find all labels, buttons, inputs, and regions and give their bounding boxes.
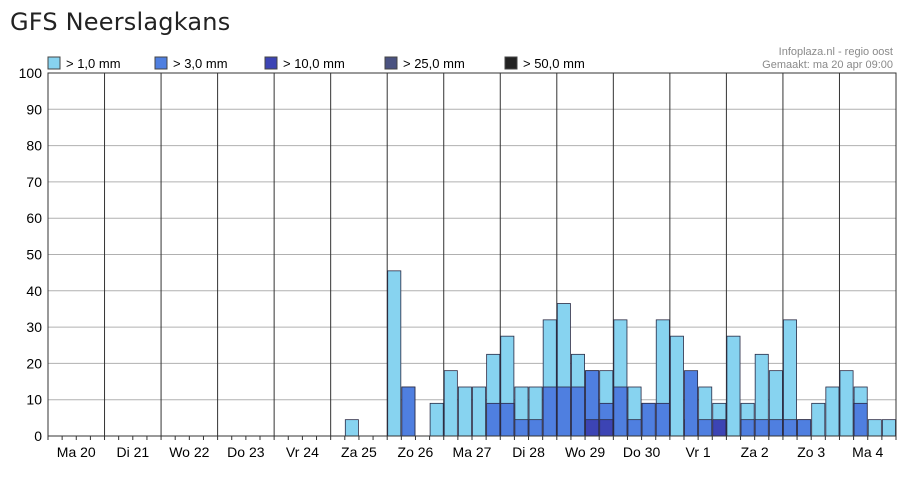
y-tick-label: 100 — [19, 65, 43, 81]
legend-swatch-25mm — [384, 56, 398, 70]
bar-1mm — [783, 319, 797, 437]
legend-swatch-1mm — [47, 56, 61, 70]
x-tick-label: Ma 4 — [852, 444, 883, 460]
created-timestamp: Gemaakt: ma 20 apr 09:00 — [762, 59, 893, 71]
bar-3mm — [684, 370, 699, 437]
bar-1mm — [811, 402, 826, 437]
x-tick-label: Za 2 — [741, 444, 769, 460]
y-tick-label: 40 — [26, 283, 42, 299]
bar-3mm — [401, 386, 416, 437]
x-tick-label: Di 21 — [116, 444, 149, 460]
x-tick-label: Ma 20 — [57, 444, 96, 460]
bar-3mm — [500, 402, 515, 437]
bar-10mm — [599, 419, 614, 437]
bar-1mm — [457, 386, 472, 437]
x-tick-label: Vr 1 — [686, 444, 711, 460]
bar-1mm — [387, 270, 402, 437]
bar-1mm — [867, 419, 882, 437]
y-tick-label: 50 — [26, 247, 42, 263]
source-label: Infoplaza.nl - regio oost — [779, 46, 893, 58]
x-tick-label: Zo 3 — [797, 444, 825, 460]
legend: > 1,0 mm > 3,0 mm > 10,0 mm > 25,0 mm > … — [47, 56, 585, 71]
x-tick-label: Za 25 — [341, 444, 377, 460]
bar-10mm — [585, 419, 600, 437]
legend-label-50mm: > 50,0 mm — [523, 56, 585, 71]
bar-1mm — [443, 370, 458, 437]
bar-3mm — [542, 386, 557, 437]
bar-1mm — [344, 419, 359, 437]
bar-1mm — [839, 370, 854, 437]
bar-3mm — [528, 419, 543, 437]
bar-3mm — [740, 419, 755, 437]
y-tick-label: 90 — [26, 101, 42, 117]
bar-1mm — [472, 386, 487, 437]
gridlines — [48, 72, 896, 437]
bar-1mm — [881, 419, 896, 437]
x-tick-label: Vr 24 — [286, 444, 319, 460]
bar-3mm — [641, 402, 656, 437]
legend-label-25mm: > 25,0 mm — [403, 56, 465, 71]
bar-3mm — [797, 419, 812, 437]
y-tick-label: 0 — [34, 428, 42, 444]
bars — [344, 270, 896, 437]
bar-10mm — [712, 419, 727, 437]
legend-swatch-10mm — [264, 56, 278, 70]
axes: 0 10 20 30 40 50 60 70 80 90 100 Ma 20 Di 21 Wo 22 Do … — [19, 65, 897, 460]
x-tick-label: Ma 27 — [453, 444, 492, 460]
bar-3mm — [698, 419, 713, 437]
y-tick-label: 80 — [26, 138, 42, 154]
bar-3mm — [486, 402, 501, 437]
x-tick-label: Do 30 — [623, 444, 661, 460]
y-tick-label: 30 — [26, 319, 42, 335]
bar-3mm — [613, 386, 628, 437]
x-tick-label: Do 23 — [227, 444, 265, 460]
bar-3mm — [655, 402, 670, 437]
x-tick-label: Zo 26 — [398, 444, 434, 460]
page-title: GFS Neerslagkans — [10, 8, 231, 36]
bar-3mm — [754, 419, 769, 437]
bar-3mm — [783, 419, 797, 437]
bar-3mm — [627, 419, 642, 437]
bar-1mm — [726, 335, 741, 437]
legend-label-1mm: > 1,0 mm — [66, 56, 121, 71]
bar-1mm — [669, 335, 684, 437]
bar-3mm — [768, 419, 783, 437]
plot-frame — [47, 72, 897, 437]
bar-3mm — [853, 402, 868, 437]
x-tick-label: Di 28 — [512, 444, 545, 460]
bar-3mm — [556, 386, 571, 437]
x-tick-label: Wo 29 — [565, 444, 605, 460]
legend-swatch-50mm — [504, 56, 518, 70]
bar-1mm — [429, 402, 444, 437]
y-tick-label: 70 — [26, 174, 42, 190]
bar-3mm — [571, 386, 585, 437]
y-tick-label: 20 — [26, 355, 42, 371]
legend-label-3mm: > 3,0 mm — [173, 56, 228, 71]
x-tick-label: Wo 22 — [169, 444, 209, 460]
y-tick-label: 60 — [26, 210, 42, 226]
bar-3mm — [514, 419, 529, 437]
y-tick-label: 10 — [26, 392, 42, 408]
legend-label-10mm: > 10,0 mm — [283, 56, 345, 71]
bar-1mm — [825, 386, 840, 437]
legend-swatch-3mm — [154, 56, 168, 70]
